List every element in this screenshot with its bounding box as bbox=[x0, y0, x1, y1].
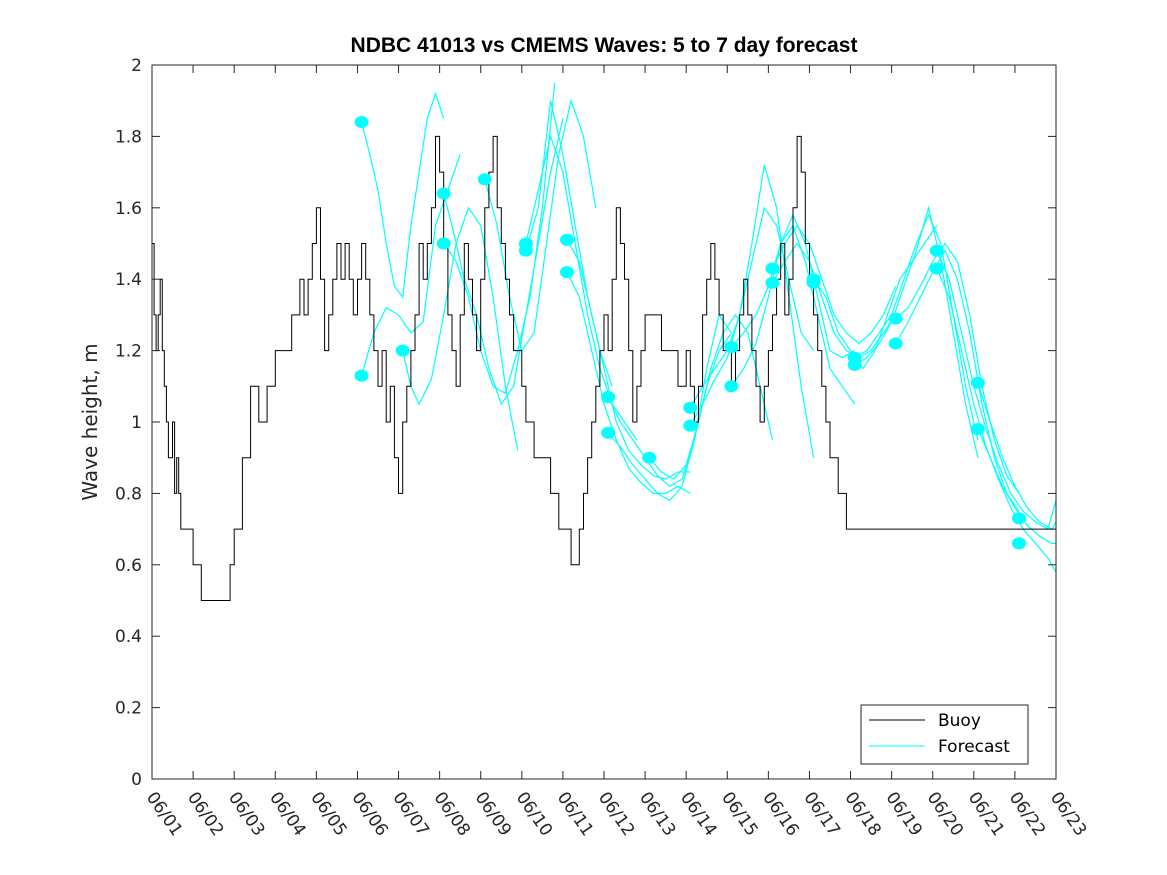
plot-area bbox=[152, 65, 1056, 779]
forecast-marker-20 bbox=[806, 276, 821, 289]
forecast-marker-16 bbox=[724, 380, 739, 393]
legend: Buoy Forecast bbox=[860, 704, 1029, 765]
forecast-line-24 bbox=[936, 250, 1057, 531]
forecast-marker-18 bbox=[765, 276, 780, 289]
forecast-line-21 bbox=[854, 205, 979, 458]
forecast-line-9 bbox=[566, 271, 691, 494]
forecast-marker-11 bbox=[601, 426, 616, 439]
forecast-marker-28 bbox=[970, 423, 985, 436]
forecast-marker-7 bbox=[518, 244, 533, 257]
forecast-line-20 bbox=[854, 213, 979, 441]
forecast-marker-17 bbox=[765, 262, 780, 275]
y-tick-label-3: 0.6 bbox=[115, 556, 142, 576]
forecast-lines bbox=[361, 82, 1057, 573]
forecast-marker-15 bbox=[724, 341, 739, 353]
forecast-line-5 bbox=[484, 98, 597, 353]
forecast-marker-1 bbox=[354, 369, 369, 382]
forecast-line-23 bbox=[895, 249, 1020, 512]
forecast-marker-12 bbox=[642, 451, 657, 464]
buoy-line bbox=[152, 135, 1056, 601]
forecast-marker-13 bbox=[683, 401, 698, 414]
y-tick-label-1: 0.2 bbox=[115, 699, 142, 719]
y-tick-label-6: 1.2 bbox=[115, 342, 142, 362]
forecast-marker-4 bbox=[436, 237, 451, 250]
y-axis-label: Wave height, m bbox=[78, 343, 102, 500]
forecast-marker-9 bbox=[560, 266, 574, 279]
forecast-marker-2 bbox=[395, 344, 410, 357]
forecast-line-19 bbox=[813, 225, 938, 370]
forecast-marker-27 bbox=[970, 376, 985, 389]
y-tick-label-8: 1.6 bbox=[115, 199, 142, 219]
forecast-marker-25 bbox=[929, 244, 944, 257]
forecast-marker-14 bbox=[683, 419, 698, 432]
y-tick-label-10: 2 bbox=[131, 56, 142, 76]
forecast-line-6 bbox=[525, 134, 638, 441]
y-tick-label-9: 1.8 bbox=[115, 127, 142, 147]
forecast-line-26 bbox=[977, 382, 1057, 530]
forecast-marker-22 bbox=[847, 358, 862, 371]
forecast-marker-10 bbox=[601, 391, 616, 403]
forecast-marker-26 bbox=[929, 262, 944, 275]
forecast-line-25 bbox=[936, 268, 1057, 573]
forecast-markers bbox=[354, 116, 1026, 550]
legend-forecast-label: Forecast bbox=[938, 737, 1010, 757]
forecast-marker-5 bbox=[477, 173, 492, 186]
forecast-marker-30 bbox=[1012, 537, 1026, 550]
forecast-line-22 bbox=[895, 242, 1020, 494]
forecast-marker-3 bbox=[436, 187, 451, 200]
forecast-marker-23 bbox=[888, 312, 903, 325]
legend-box bbox=[860, 704, 1029, 765]
forecast-marker-29 bbox=[1012, 512, 1026, 525]
legend-buoy-label: Buoy bbox=[938, 711, 981, 731]
y-axis: 0 0.2 0.4 0.6 0.8 1 1.2 1.4 1.6 1.8 2 bbox=[115, 56, 1056, 790]
forecast-marker-0 bbox=[354, 116, 369, 129]
forecast-line-0 bbox=[361, 91, 445, 299]
y-tick-label-2: 0.4 bbox=[115, 627, 142, 647]
y-tick-label-5: 1 bbox=[131, 413, 142, 433]
forecast-line-11 bbox=[607, 313, 732, 502]
forecast-line-4 bbox=[443, 82, 556, 395]
forecast-marker-8 bbox=[560, 233, 574, 246]
y-tick-label-4: 0.8 bbox=[115, 484, 142, 504]
plot-background bbox=[152, 65, 1056, 779]
forecast-line-14 bbox=[689, 164, 815, 458]
y-tick-label-0: 0 bbox=[131, 770, 142, 790]
y-tick-label-7: 1.4 bbox=[115, 270, 142, 290]
forecast-marker-24 bbox=[888, 337, 903, 350]
forecast-line-13 bbox=[689, 206, 815, 408]
forecast-line-3 bbox=[443, 118, 564, 406]
buoy-line-group bbox=[152, 135, 1056, 601]
chart-title: NDBC 41013 vs CMEMS Waves: 5 to 7 day fo… bbox=[351, 34, 858, 57]
